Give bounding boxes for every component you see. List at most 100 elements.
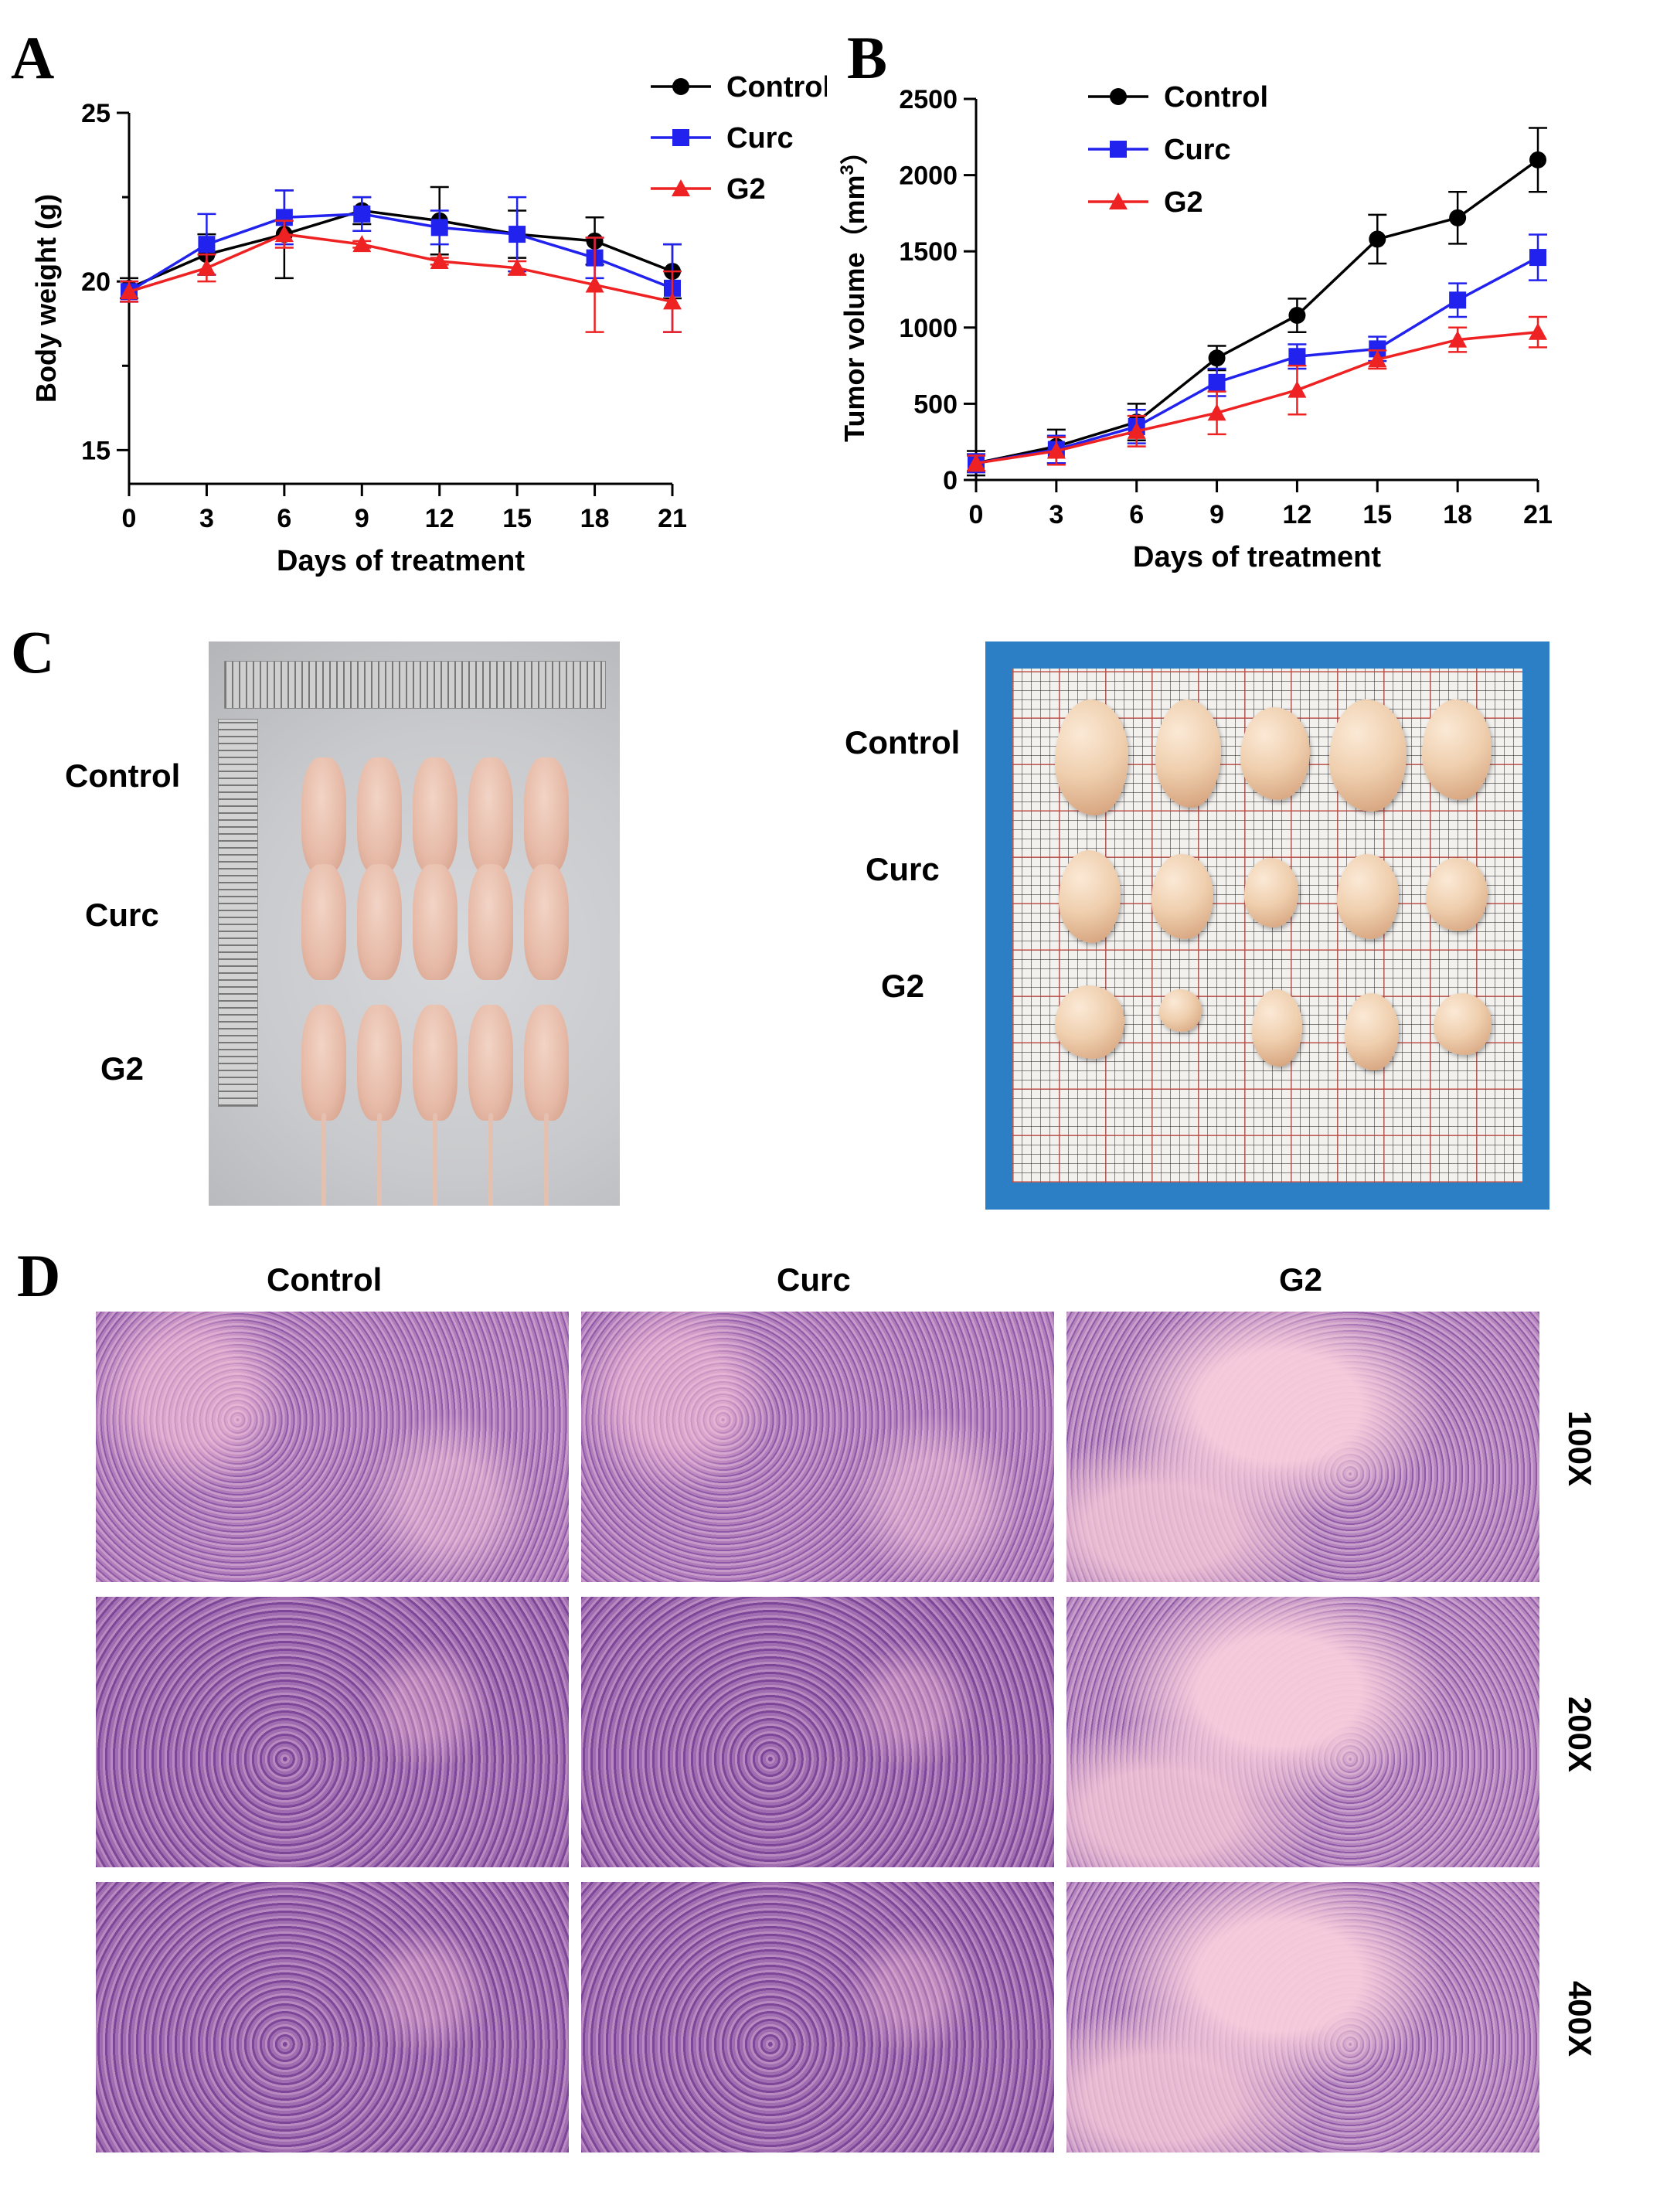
- mice-photo: [209, 641, 620, 1206]
- series-line: [128, 233, 673, 304]
- legend-marker: [672, 78, 689, 95]
- legend-item-g2: G2: [1088, 186, 1203, 219]
- tumor-specimen: [1055, 699, 1128, 815]
- data-point: [1448, 330, 1468, 348]
- tumor-specimen: [1155, 699, 1221, 808]
- tumor-specimen: [1055, 985, 1124, 1059]
- y-tick-label: 500: [913, 390, 958, 419]
- series-curc: [120, 189, 682, 333]
- data-point: [1288, 380, 1307, 398]
- data-point: [1449, 291, 1467, 309]
- y-axis-label-close: ）: [839, 137, 870, 165]
- x-tick-label: 15: [502, 504, 532, 533]
- x-tick-label: 9: [355, 504, 369, 533]
- histology-control-400x: [96, 1882, 569, 2152]
- x-tick-label: 6: [277, 504, 291, 533]
- x-tick-label: 21: [658, 504, 687, 533]
- data-point: [1046, 441, 1066, 459]
- legend-item-curc: Curc: [651, 122, 794, 155]
- series-line: [975, 158, 1539, 465]
- tumor-specimen: [1426, 858, 1488, 931]
- x-tick-label: 18: [1443, 500, 1472, 529]
- series-curc: [967, 233, 1547, 474]
- mouse-tail: [433, 1113, 437, 1206]
- histology-g2-100x: [1066, 1312, 1539, 1582]
- tumor-specimen: [1240, 707, 1310, 800]
- mouse: [357, 864, 402, 980]
- panel-label-c: C: [11, 618, 55, 686]
- legend-item-control: Control: [1088, 81, 1268, 114]
- tumor-specimen: [1244, 858, 1298, 927]
- mouse-tail: [488, 1113, 493, 1206]
- y-tick-label: 2500: [899, 85, 958, 114]
- x-tick-label: 12: [1283, 500, 1312, 529]
- data-point: [1449, 209, 1467, 226]
- d-col-label-control: Control: [267, 1261, 383, 1298]
- data-point: [353, 205, 371, 223]
- c-tumor-label-control: Control: [845, 724, 961, 761]
- tumor-specimen: [1329, 699, 1407, 812]
- data-point: [1288, 307, 1306, 325]
- data-point: [1529, 322, 1547, 340]
- horizontal-ruler: [224, 661, 606, 709]
- data-point: [197, 258, 216, 276]
- mouse: [468, 1005, 513, 1121]
- mouse: [301, 1005, 346, 1121]
- legend-label: Curc: [1164, 134, 1231, 166]
- tumor-specimen: [1345, 993, 1399, 1070]
- mouse-tail: [321, 1113, 326, 1206]
- tumor-photo: [985, 641, 1549, 1210]
- x-tick-label: 18: [580, 504, 610, 533]
- mouse: [413, 757, 458, 873]
- magnification-label-200x: 200X: [1562, 1696, 1599, 1773]
- legend-marker: [1110, 88, 1127, 105]
- y-axis-label-superscript: 3: [837, 165, 858, 175]
- grid-paper: [1012, 669, 1522, 1183]
- c-mice-label-g2: G2: [100, 1050, 145, 1087]
- legend-item-curc: Curc: [1088, 134, 1231, 166]
- mouse: [357, 757, 402, 873]
- panel-label-a: A: [11, 24, 55, 91]
- data-point: [967, 454, 985, 471]
- data-point: [198, 236, 216, 254]
- x-tick-label: 12: [425, 504, 454, 533]
- body-weight-chart: 15 20 25 0 3 6 9 12 15 18 21 Days of treatment Body …: [30, 71, 827, 577]
- tumor-specimen: [1422, 699, 1492, 800]
- legend-label: Control: [726, 71, 827, 104]
- x-tick-label: 21: [1523, 500, 1553, 529]
- magnification-label-400x: 400X: [1562, 1980, 1599, 2057]
- mouse-tail: [377, 1113, 382, 1206]
- data-point: [1369, 230, 1386, 248]
- tumor-specimen: [1434, 993, 1492, 1055]
- vertical-ruler: [218, 719, 258, 1107]
- data-point: [274, 225, 294, 243]
- x-axis-label: Days of treatment: [277, 545, 525, 577]
- tumor-specimen: [1252, 989, 1302, 1067]
- c-tumor-label-curc: Curc: [866, 851, 940, 887]
- tumor-specimen: [1151, 854, 1213, 939]
- y-tick-label: 25: [81, 99, 111, 128]
- tumor-specimen: [1059, 850, 1121, 943]
- mouse: [524, 864, 569, 980]
- series-line: [128, 209, 673, 290]
- d-col-label-curc: Curc: [777, 1261, 851, 1298]
- data-point: [120, 282, 138, 300]
- data-point: [509, 226, 526, 243]
- tumor-specimen: [1159, 989, 1202, 1032]
- histology-curc-400x: [581, 1882, 1054, 2152]
- mouse: [468, 757, 513, 873]
- legend-label: Control: [1164, 81, 1268, 114]
- histology-g2-400x: [1066, 1882, 1539, 2152]
- mouse: [301, 757, 346, 873]
- mouse-tail: [544, 1113, 549, 1206]
- y-axis-label: Body weight (g): [30, 194, 62, 403]
- y-tick-label: 15: [81, 436, 111, 465]
- histology-g2-200x: [1066, 1597, 1539, 1867]
- data-point: [1207, 403, 1226, 421]
- data-point: [430, 252, 449, 269]
- legend-label: G2: [726, 173, 766, 206]
- data-point: [585, 275, 604, 293]
- data-point: [352, 235, 372, 253]
- data-point: [1368, 350, 1387, 368]
- x-tick-label: 0: [122, 504, 137, 533]
